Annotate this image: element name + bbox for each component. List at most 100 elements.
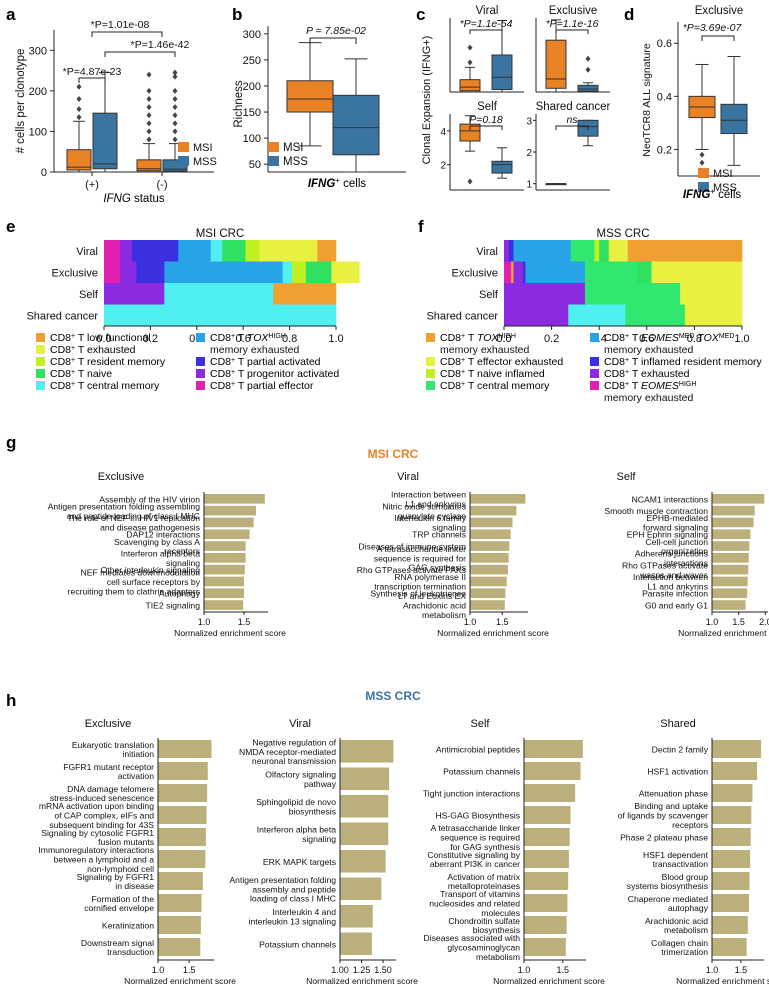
enrichment-bar [340, 740, 394, 763]
x-tick-label: (-) [157, 179, 168, 191]
pathway-label: loading of class I MHC [250, 894, 336, 904]
pathway-label: Potassium channels [443, 767, 520, 777]
x-tick-label: 2.0 [759, 617, 769, 627]
group-title: Self [471, 718, 491, 730]
x-tick-label: 1.00 [331, 965, 349, 975]
segment-1-2 [513, 261, 524, 283]
x-axis-label: Normalized enrichment score [306, 976, 418, 986]
pathway-label: Antigen presentation folding assembling [48, 501, 201, 511]
segment-2-1 [584, 283, 681, 305]
pathway-label: NMDA receptor-mediated [239, 747, 336, 757]
mss-box-1 [162, 69, 188, 173]
pathway-label: biosynthesis [473, 925, 520, 935]
legend-f-right-3-line2: memory exhausted [604, 392, 693, 404]
mss-box [720, 56, 748, 166]
legend-e-right-1-swatch [196, 357, 205, 366]
enrichment-bar [712, 576, 748, 587]
pathway-label: pathway [304, 779, 337, 789]
enrichment-bar [340, 877, 382, 901]
y-tick-label: 200 [243, 81, 261, 93]
pathway-label: FGFR1 mutant receptor [63, 762, 154, 772]
msi-box-shared [545, 183, 567, 186]
segment-2-2 [273, 283, 337, 305]
pathway-label: Rho GTPases activate PAKs [357, 565, 466, 575]
segment-0-1 [120, 240, 133, 262]
pathway-label: of CAP complex, eIFs and [54, 811, 154, 821]
pathway-label: Other interleukin signaling [101, 565, 201, 575]
enrichment-bar [158, 740, 212, 759]
enrichment-bar [470, 529, 511, 540]
p-value-bracket [701, 35, 735, 41]
pathway-label: Binding and uptake [634, 801, 708, 811]
segment-2-2 [680, 283, 743, 305]
x-tick-label: 1.0 [518, 965, 531, 975]
msi-box [286, 42, 334, 147]
pathway-label: Olfactory signaling [265, 770, 336, 780]
outlier-point [76, 106, 82, 113]
outlier-point [172, 95, 178, 102]
enrichment-bar [340, 932, 372, 956]
panel-d-boxplot: Exclusive 0.2 0.4 0.6 NeoTCR8 ALL signature *… [641, 5, 760, 201]
pathway-label: metabolism [476, 952, 520, 962]
legend-e-left-4-swatch [36, 381, 45, 390]
enrichment-bar [712, 517, 754, 528]
x-tick-label: 0.0 [496, 333, 511, 345]
y-axis-label: Richness [233, 80, 245, 128]
x-axis-label: Normalized enrichment score [676, 976, 769, 986]
legend-mss-swatch [268, 156, 279, 166]
pathway-label: activation [118, 771, 155, 781]
pathway-label: TIE2 signaling [146, 601, 201, 611]
enrichment-bar [712, 784, 753, 803]
panel-letter-g: g [6, 433, 16, 452]
group-title: Exclusive [85, 718, 131, 730]
enrichment-bar [524, 938, 566, 957]
x-tick-label: 1.0 [328, 333, 343, 345]
pathway-label: organization [661, 546, 708, 556]
enrichment-bar [340, 850, 386, 873]
outlier-point [172, 112, 178, 119]
pathway-label: NEF mediates downmodulation [81, 568, 201, 578]
outlier-point [146, 112, 152, 119]
x-axis-label: IFNG+ cells [308, 176, 367, 191]
enrichment-bar [712, 494, 765, 504]
pathway-label: subsequent binding for 43S [49, 820, 154, 830]
box [92, 112, 118, 170]
legend-e-left-0-swatch [36, 333, 45, 342]
enrichment-bar [204, 494, 265, 504]
pathway-label: transduction [107, 947, 154, 957]
pathway-label: DNA damage telomere [67, 784, 154, 794]
group-shared: Shared Dectin 2 family HSF1 activation Atte… [618, 718, 769, 986]
y-axis-label: Clonal Expansion (IFNG+) [421, 36, 433, 165]
enrichment-bar [712, 916, 748, 935]
x-tick-label: 1.0 [198, 617, 211, 627]
legend-f-left-2-swatch [426, 369, 435, 378]
pathway-label: Interaction between [633, 572, 708, 582]
pathway-label: Phase 2 plateau phase [620, 833, 708, 843]
pathway-label: recruiting them to clathrin adapters [68, 586, 200, 596]
msi-box-exclusive [545, 19, 567, 93]
bracket-shared [555, 125, 589, 130]
pathway-label: Diseases of immune system [359, 542, 466, 552]
legend-f-right-1-label: CD8+ T inflamed resident memory [604, 356, 763, 368]
enrichment-bar [470, 541, 510, 551]
panel-letter-f: f [418, 217, 424, 236]
legend-e-right-0-line2: memory exhausted [210, 344, 299, 356]
enrichment-bar [712, 541, 750, 551]
row-label-3: Shared cancer [426, 310, 498, 322]
enrichment-bar [470, 553, 509, 563]
shared-y-tick-label: 3 [526, 116, 532, 127]
pathway-label: Transport of vitamins [440, 889, 520, 899]
y-tick-label: 0.2 [657, 144, 672, 156]
pathway-label: Antimicrobial peptides [436, 745, 520, 755]
mss-box-shared [577, 119, 599, 147]
outlier-point [172, 87, 178, 94]
pathway-label: Interleukin 4 and [272, 907, 336, 917]
enrichment-bar [204, 564, 245, 575]
outlier-point [76, 83, 82, 90]
enrichment-bar [204, 576, 244, 587]
panel-title: MSS CRC [365, 689, 421, 703]
pathway-label: and disease pathogenesis [100, 523, 200, 533]
x-tick-label: 0.8 [687, 333, 702, 345]
x-tick-label: 1.50 [374, 965, 392, 975]
